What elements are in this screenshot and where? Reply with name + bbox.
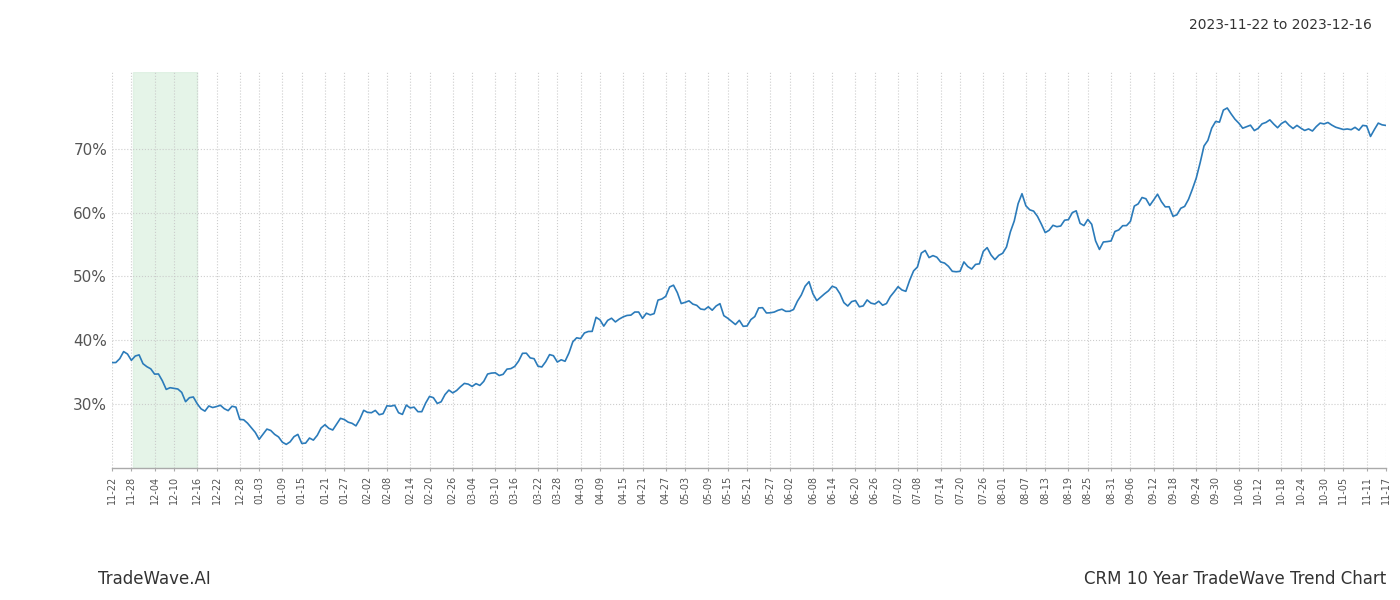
Text: TradeWave.AI: TradeWave.AI (98, 570, 211, 588)
Bar (133, 72, 197, 468)
Text: 2023-11-22 to 2023-12-16: 2023-11-22 to 2023-12-16 (1189, 18, 1372, 32)
Text: CRM 10 Year TradeWave Trend Chart: CRM 10 Year TradeWave Trend Chart (1084, 570, 1386, 588)
